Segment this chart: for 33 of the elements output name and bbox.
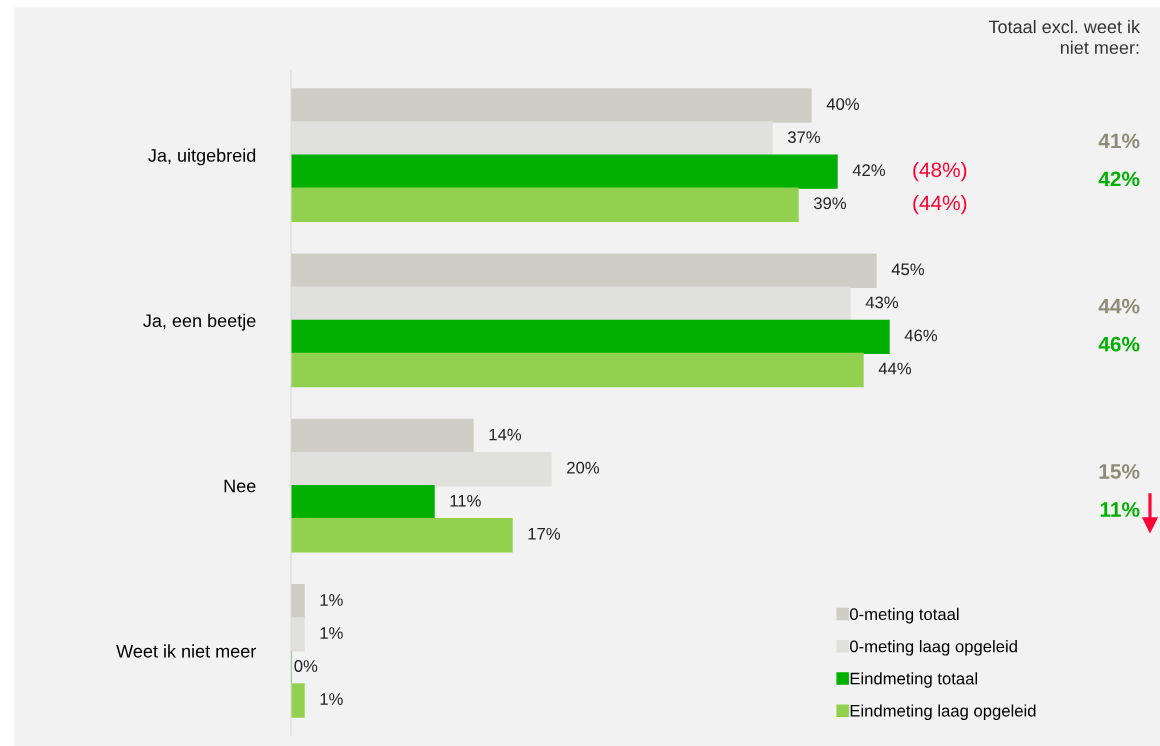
text: (48%) [913, 161, 967, 182]
y-tick-label: Nee [224, 479, 256, 493]
text: 15% [1099, 464, 1140, 479]
data-label: 46% [904, 329, 938, 342]
data-label: 39% [813, 197, 847, 210]
y-tick-label: Weet ik niet meer [116, 644, 256, 658]
data-label: 1% [320, 693, 343, 705]
y-tick-label: Ja, uitgebreid [148, 148, 256, 166]
legend-label: Eindmeting totaal [850, 672, 978, 688]
text: 42% [1098, 171, 1140, 187]
data-label: 17% [528, 527, 561, 540]
text: 41% [1098, 133, 1140, 149]
legend-label: Eindmeting laag opgeleid [850, 704, 1036, 720]
legend-label: 0-meting totaal [849, 607, 959, 624]
text: 11% [1100, 502, 1140, 517]
text: 46% [1098, 336, 1140, 352]
data-label: 1% [320, 627, 343, 639]
text: 44% [1098, 298, 1140, 314]
legend-label: 0-meting laag opgeleid [849, 640, 1017, 656]
data-label: 45% [891, 263, 925, 276]
data-label: 43% [865, 296, 899, 309]
data-label: 14% [489, 428, 522, 441]
data-label: 20% [567, 461, 600, 474]
data-label: 42% [852, 164, 886, 177]
text: (44%) [913, 194, 967, 215]
y-tick-label: Ja, een beetje [143, 313, 256, 331]
data-label: 11% [450, 494, 481, 507]
data-label: 0% [294, 660, 318, 672]
data-label: 1% [320, 594, 343, 606]
data-label: 40% [826, 98, 860, 110]
text: Totaal excl. weet ik niet meer: [988, 20, 1141, 55]
data-label: 37% [787, 131, 821, 144]
data-label: 44% [878, 362, 912, 375]
